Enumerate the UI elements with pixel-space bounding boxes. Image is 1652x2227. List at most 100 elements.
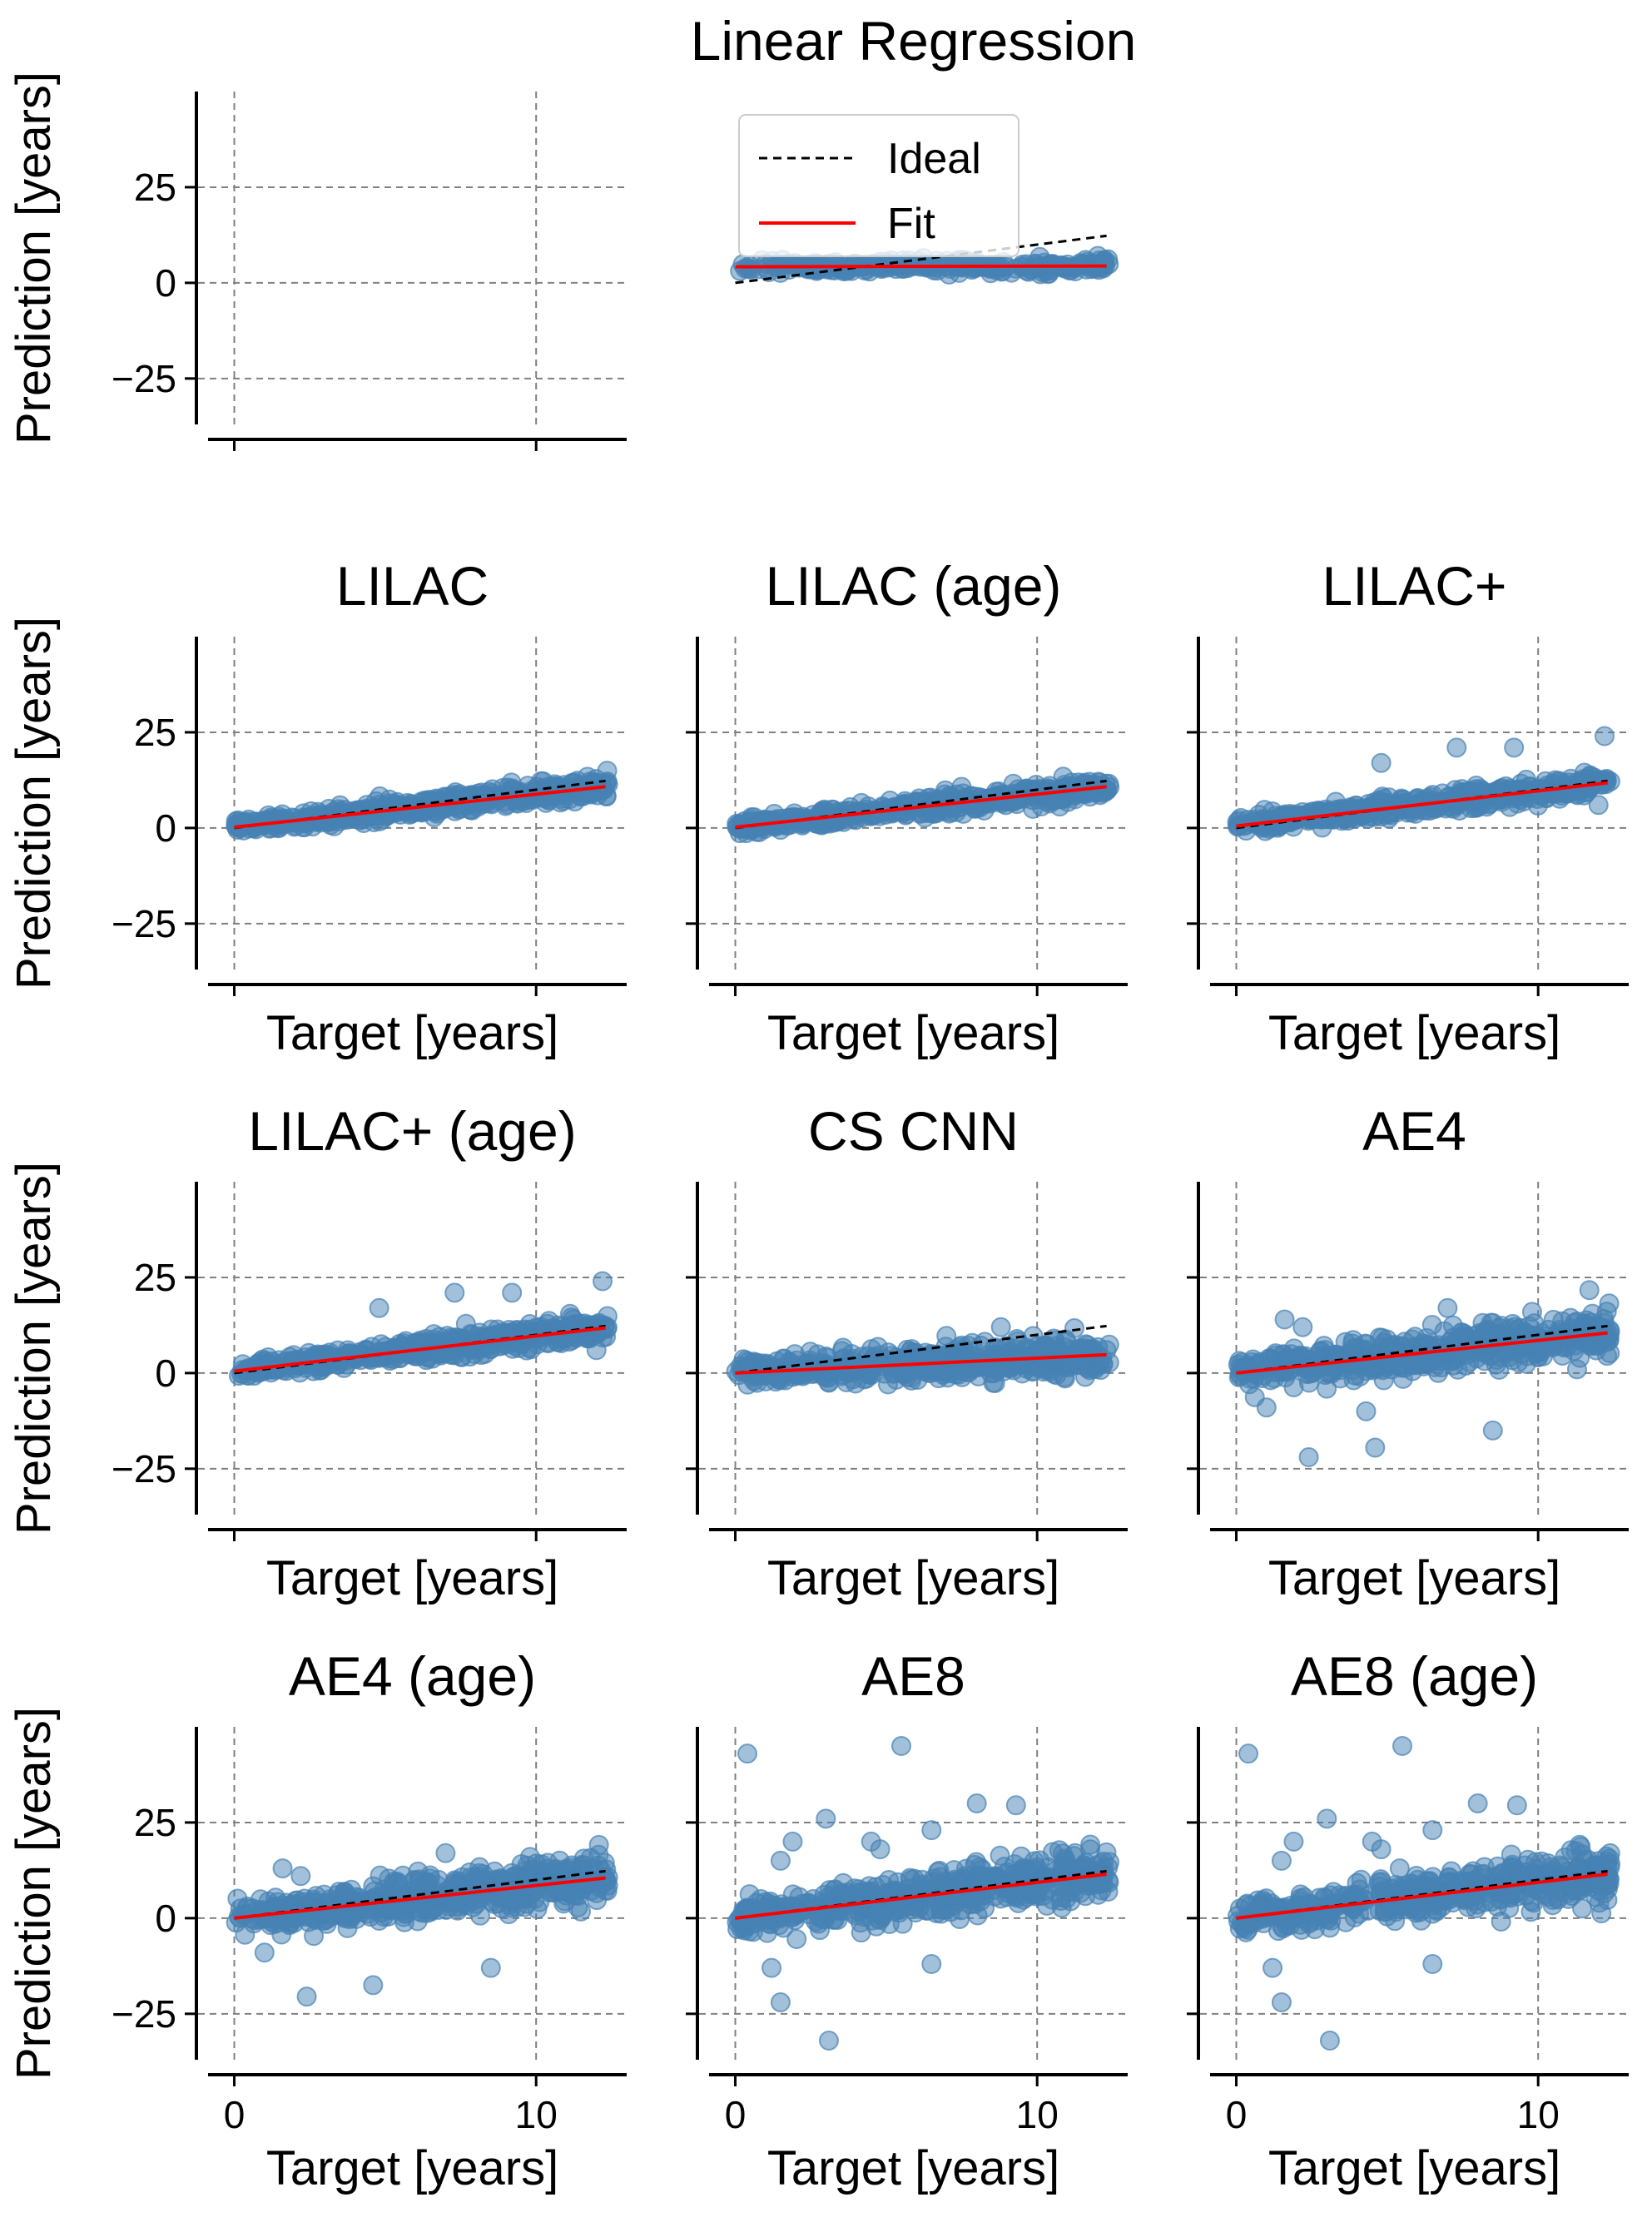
scatter-outlier: [870, 1839, 890, 1860]
scatter-point: [597, 1306, 618, 1327]
scatter-point: [1005, 1854, 1025, 1875]
scatter-point: [936, 1899, 957, 1920]
panel-title: LILAC: [336, 555, 489, 617]
scatter-outlier: [1371, 752, 1392, 773]
scatter-point: [1507, 793, 1528, 814]
scatter-outlier: [1005, 1795, 1026, 1816]
scatter-outlier: [762, 1957, 782, 1978]
ideal-line: [735, 234, 1107, 285]
scatter-outlier: [480, 1957, 501, 1978]
panel-title: LILAC (age): [766, 555, 1062, 617]
scatter-outlier: [1446, 737, 1467, 758]
scatter-outlier: [519, 1847, 540, 1867]
panel-2: LILAC (age) Target [years]: [686, 555, 1128, 1060]
x-axis-label: Target [years]: [1268, 1551, 1560, 1605]
scatter-point: [1538, 1319, 1559, 1340]
data-layer: [727, 766, 1120, 844]
x-axis-label: Target [years]: [767, 1006, 1059, 1060]
scatter-point: [834, 1883, 855, 1904]
scatter-point: [901, 1370, 922, 1391]
scatter-point: [1054, 1337, 1075, 1357]
scatter-outlier: [921, 1820, 942, 1841]
scatter-outlier: [369, 1297, 389, 1318]
panel-title: AE8: [861, 1645, 965, 1707]
scatter-outlier: [782, 1831, 803, 1852]
scatter-point: [1080, 1834, 1101, 1855]
legend-fit-label: Fit: [887, 200, 935, 248]
scatter-point: [400, 1342, 421, 1363]
scatter-outlier: [1594, 726, 1615, 746]
panel-title: AE4 (age): [289, 1645, 536, 1707]
scatter-point: [393, 1907, 414, 1927]
scatter-outlier: [1292, 1317, 1313, 1337]
scatter-point: [975, 1897, 995, 1918]
x-axis-label: Target [years]: [266, 2141, 558, 2195]
scatter-point: [1317, 1378, 1337, 1399]
scatter-outlier: [1356, 1401, 1377, 1421]
x-axis-label: Target [years]: [266, 1551, 558, 1605]
scatter-point: [1372, 1360, 1393, 1381]
scatter-point: [929, 1860, 950, 1881]
scatter-outlier: [272, 1858, 293, 1879]
panel-title: LILAC+: [1322, 555, 1507, 617]
x-tick-label: 0: [725, 2093, 747, 2136]
scatter-point: [370, 1865, 390, 1886]
panel-5: CS CNN Target [years]: [686, 1100, 1128, 1605]
panel-title: CS CNN: [808, 1100, 1019, 1162]
scatter-point: [767, 1906, 788, 1927]
scatter-point: [583, 1865, 604, 1886]
scatter-outlier: [363, 1975, 384, 1996]
scatter-outlier: [1521, 1302, 1542, 1322]
scatter-outlier: [435, 1843, 456, 1863]
scatter-point: [379, 1346, 399, 1366]
scatter-point: [1052, 1843, 1073, 1864]
data-layer: [1228, 1280, 1620, 1468]
x-axis-label: Target [years]: [767, 1551, 1059, 1605]
data-layer: [726, 1317, 1119, 1395]
scatter-point: [1530, 1342, 1551, 1362]
scatter-point: [810, 1920, 831, 1941]
x-tick-label: 10: [515, 2093, 558, 2136]
scatter-outlier: [737, 1743, 758, 1764]
data-layer: [228, 1271, 618, 1386]
scatter-outlier: [296, 1986, 317, 2007]
scatter-point: [1579, 1280, 1600, 1301]
scatter-point: [235, 1904, 255, 1925]
legend-box: [738, 114, 1019, 257]
scatter-outlier: [1504, 737, 1525, 758]
y-tick-label: 25: [134, 711, 176, 754]
x-axis-label: Target [years]: [767, 2141, 1059, 2195]
data-layer: [226, 1834, 618, 2007]
data-layer: [730, 234, 1119, 285]
x-tick-label: 0: [1226, 2093, 1248, 2136]
panel-title: AE8 (age): [1291, 1645, 1538, 1707]
y-tick-label: 25: [134, 166, 176, 209]
scatter-point: [869, 1903, 890, 1924]
panel-3: LILAC+ Target [years]: [1187, 555, 1629, 1060]
x-tick-label: 0: [224, 2093, 246, 2136]
scatter-outlier: [444, 1282, 465, 1303]
x-axis-label: Target [years]: [1268, 1006, 1560, 1060]
scatter-point: [1372, 1327, 1392, 1348]
scatter-point: [504, 1890, 524, 1911]
y-axis-label: Prediction [years]: [7, 1162, 61, 1535]
scatter-point: [298, 1912, 319, 1932]
panel-title: LILAC+ (age): [248, 1100, 576, 1162]
scatter-outlier: [1365, 1437, 1386, 1458]
scatter-outlier: [966, 1793, 987, 1813]
y-tick-label: 0: [155, 261, 176, 305]
scatter-point: [1037, 260, 1058, 281]
scatter-point: [409, 1872, 429, 1892]
y-tick-label: 0: [155, 1352, 176, 1395]
y-tick-label: 0: [155, 1897, 176, 1940]
scatter-point: [1089, 254, 1110, 275]
panel-title: AE4: [1362, 1100, 1466, 1162]
y-tick-label: −25: [112, 1992, 176, 2036]
